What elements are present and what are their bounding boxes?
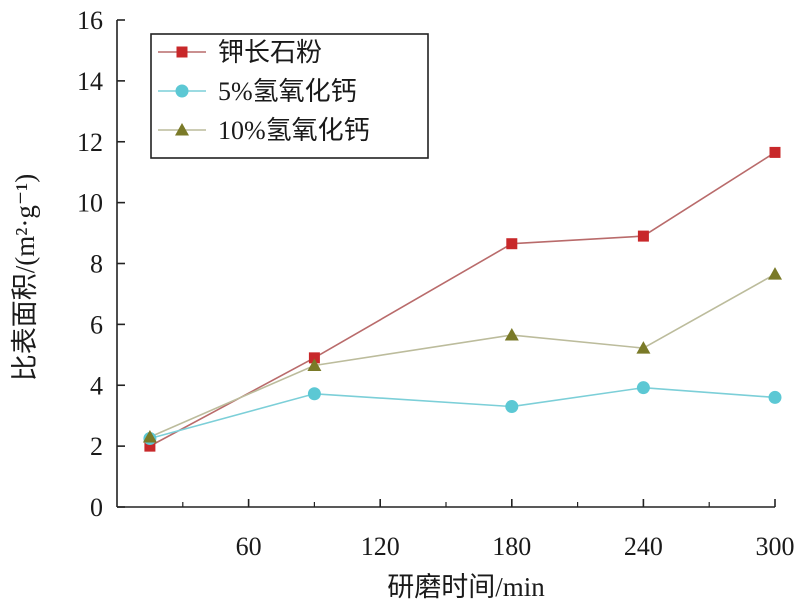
legend-marker xyxy=(175,123,189,136)
series-1-point xyxy=(769,146,781,158)
legend-marker xyxy=(175,84,189,98)
series-2-point xyxy=(636,381,650,395)
y-tick-label: 6 xyxy=(90,310,103,339)
series-3-point xyxy=(636,341,651,354)
series-1-point xyxy=(144,440,156,452)
legend: 钾长石粉 5%氢氧化钙 10%氢氧化钙 xyxy=(150,33,429,159)
series-3-point xyxy=(504,328,519,341)
y-tick-label: 12 xyxy=(77,128,103,157)
y-tick-label: 0 xyxy=(90,493,103,522)
series-1-point xyxy=(506,238,518,250)
series-2-point xyxy=(307,387,321,401)
x-axis-title: 研磨时间/min xyxy=(387,572,545,602)
series-2-point xyxy=(505,400,519,414)
y-tick-label: 10 xyxy=(77,189,103,218)
x-tick-label: 180 xyxy=(492,532,531,561)
x-tick-label: 240 xyxy=(624,532,663,561)
axes: 0 2 4 6 8 10 12 14 16 60 120 180 240 300 xyxy=(77,6,795,561)
plot-lines xyxy=(149,151,776,447)
series-3-point xyxy=(142,429,157,443)
y-tick-label: 16 xyxy=(77,6,103,35)
legend-label: 5%氢氧化钙 xyxy=(218,77,357,106)
legend-marker xyxy=(176,46,188,58)
y-tick-label: 8 xyxy=(90,250,103,279)
legend-label: 10%氢氧化钙 xyxy=(218,116,370,145)
series-1-point xyxy=(308,352,320,364)
series-3-point xyxy=(307,358,322,371)
y-tick-label: 14 xyxy=(77,67,103,96)
y-tick-label: 2 xyxy=(90,432,103,461)
x-tick-label: 120 xyxy=(361,532,400,561)
series-3-point xyxy=(768,267,782,280)
series-2-point xyxy=(768,390,782,404)
legend-box xyxy=(150,33,429,159)
x-tick-label: 300 xyxy=(756,532,795,561)
plot-markers xyxy=(142,146,782,452)
x-tick-label: 60 xyxy=(236,532,262,561)
y-tick-label: 4 xyxy=(90,371,103,400)
series-line-1 xyxy=(149,151,776,447)
series-1-point xyxy=(637,230,649,242)
y-axis-title: 比表面积/(m²·g⁻¹) xyxy=(10,174,40,381)
legend-label: 钾长石粉 xyxy=(218,38,322,67)
